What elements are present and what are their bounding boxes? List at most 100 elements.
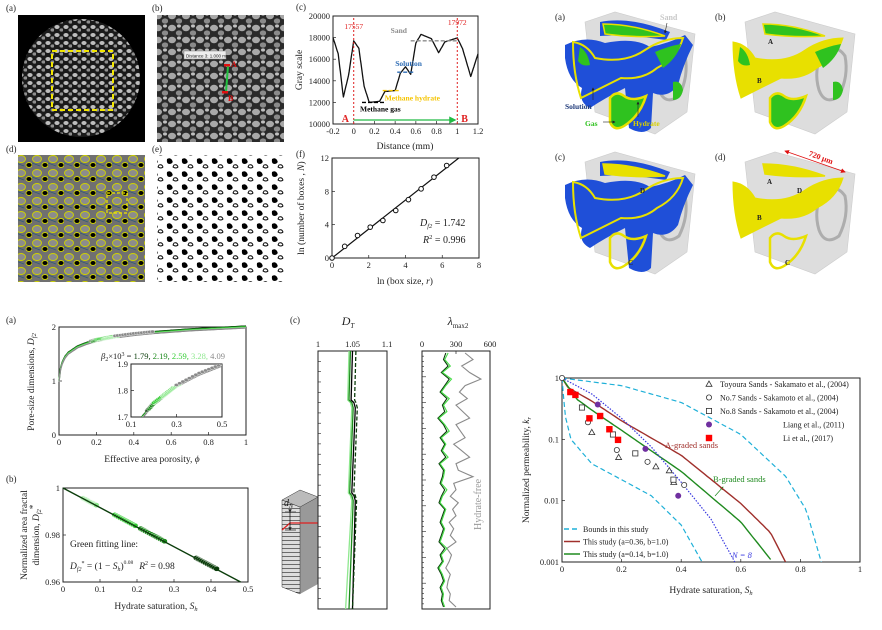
x-tick-label: 0.3 xyxy=(171,419,182,429)
y-tick-label: 4 xyxy=(325,220,330,230)
data-point xyxy=(392,207,399,214)
legend-label: Toyoura Sands - Sakamato et al., (2004) xyxy=(720,380,849,389)
n8-annotation: N = 8 xyxy=(731,550,753,560)
x-tick-label: 600 xyxy=(484,339,497,349)
model-curve xyxy=(562,378,822,562)
phase-level-label: Solution xyxy=(395,59,423,68)
legend-entry: 3.28, xyxy=(191,351,210,361)
ct-zoomed-image xyxy=(157,15,284,142)
x-tick-label: 0 xyxy=(57,437,61,447)
legend-label: This study (a=0.14, b=1.0) xyxy=(583,550,669,559)
y-tick-label: 8 xyxy=(325,186,329,196)
hydrate-phase xyxy=(732,177,844,239)
x-tick-label: 1 xyxy=(455,126,459,136)
y-axis-title: Normalized permeability, kr xyxy=(522,416,533,523)
model-curve xyxy=(562,378,703,562)
relative-permeability-chart: Hydrate saturation, Sh Normalized permea… xyxy=(522,373,862,597)
data-point xyxy=(329,255,335,261)
dt-profile-chart: (c) DT dN 1 1.05 1.1 xyxy=(281,314,392,610)
render-panel xyxy=(565,151,696,275)
binary-pore-image xyxy=(157,155,284,282)
legend-label: No.8 Sands - Sakamoto et al., (2004) xyxy=(720,407,839,416)
region-c-label-d: C xyxy=(785,259,790,267)
x-axis-title: Hydrate saturation, Sh xyxy=(669,586,752,597)
dt-series-line xyxy=(348,350,354,610)
legend-label: This study (a=0.36, b=1.0) xyxy=(583,538,669,547)
y-tick-label: 12000 xyxy=(309,97,330,107)
data-point xyxy=(614,436,622,444)
x-tick-label: 0.4 xyxy=(676,564,687,574)
data-point xyxy=(572,391,579,399)
data-point xyxy=(559,374,566,381)
panel-label-a: (a) xyxy=(6,3,16,13)
y-tick-label: 1.7 xyxy=(117,412,128,422)
marker-label: A xyxy=(342,114,350,125)
x-tick-label: 1 xyxy=(244,437,248,447)
y-tick-label: 16000 xyxy=(309,54,330,64)
data-point xyxy=(614,453,623,460)
y-tick-label: 1.8 xyxy=(117,386,128,396)
y-tick-label: 18000 xyxy=(309,33,330,43)
data-point xyxy=(675,492,682,499)
panel-label-e: (e) xyxy=(152,144,162,154)
data-point xyxy=(341,243,348,250)
hydrate-label: Hydrate xyxy=(633,119,660,128)
model-curve xyxy=(562,378,772,560)
legend-marker xyxy=(705,434,713,442)
r-squared-annotation: R2 = 0.996 xyxy=(422,234,466,246)
data-point xyxy=(367,224,374,230)
sand-grain xyxy=(815,186,848,242)
lambda-title: λmax2 xyxy=(447,314,469,330)
y-tick-label: 10000 xyxy=(309,119,330,129)
gray-scale-line xyxy=(332,33,479,104)
data-point xyxy=(670,476,677,483)
lambda-series-line xyxy=(437,352,450,608)
legend-marker xyxy=(705,380,713,387)
x-tick-label: 0.2 xyxy=(616,564,627,574)
point-a-label: A xyxy=(231,60,237,69)
y-tick-label: 0 xyxy=(325,253,329,263)
sand-arrow xyxy=(663,22,668,34)
data-point xyxy=(594,401,601,408)
b-graded-annotation: B-graded sands xyxy=(713,474,766,484)
pore-size-dimension-chart: (a) Effective area porosity, ϕ Pore-size… xyxy=(6,315,248,465)
data-point xyxy=(567,388,574,396)
gas-phase xyxy=(602,23,666,38)
x-tick-label: 0.8 xyxy=(795,564,806,574)
region-d-label-d: D xyxy=(797,187,802,195)
y-tick-label: 0.98 xyxy=(45,530,60,540)
model-curve xyxy=(562,378,736,562)
x-tick-label: 0.6 xyxy=(411,126,422,136)
gas-phase xyxy=(762,23,826,38)
x-tick-label: 0 xyxy=(330,260,334,270)
data-point xyxy=(644,458,651,465)
data-point xyxy=(586,415,593,422)
legend-marker xyxy=(706,421,712,428)
render-panel xyxy=(732,151,856,275)
render-panel xyxy=(732,11,856,135)
3d-phase-renders: (a) (b) (c) (d) Sand Solution Gas Hydrat… xyxy=(555,11,856,275)
gas-phase xyxy=(815,44,841,68)
data-point xyxy=(418,186,424,192)
render-label-d: (d) xyxy=(715,152,726,162)
y-tick-label: 0.001 xyxy=(540,557,559,567)
x-tick-label: 0.5 xyxy=(243,584,254,594)
region-a-label-d: A xyxy=(767,178,772,186)
y-tick-label: 0.1 xyxy=(548,434,559,444)
x-tick-label: 0.8 xyxy=(203,437,214,447)
x-tick-label: 0.6 xyxy=(735,564,746,574)
y-tick-label: 0.01 xyxy=(544,496,559,506)
region-b-label-d: B xyxy=(757,214,762,222)
y-tick-label: 1 xyxy=(555,373,559,383)
legend-marker xyxy=(706,394,713,401)
legend-entry: 1.79, xyxy=(134,351,153,361)
hydrate-phase xyxy=(602,163,666,178)
x-tick-label: 0 xyxy=(61,584,65,594)
phase-level-label: Methane hydrate xyxy=(385,94,441,103)
y-tick-label: 20000 xyxy=(309,11,330,21)
point-b-label: B xyxy=(228,94,234,103)
data-point xyxy=(380,217,386,224)
x-tick-label: 0.2 xyxy=(132,584,143,594)
solution-label: Solution xyxy=(565,102,593,111)
